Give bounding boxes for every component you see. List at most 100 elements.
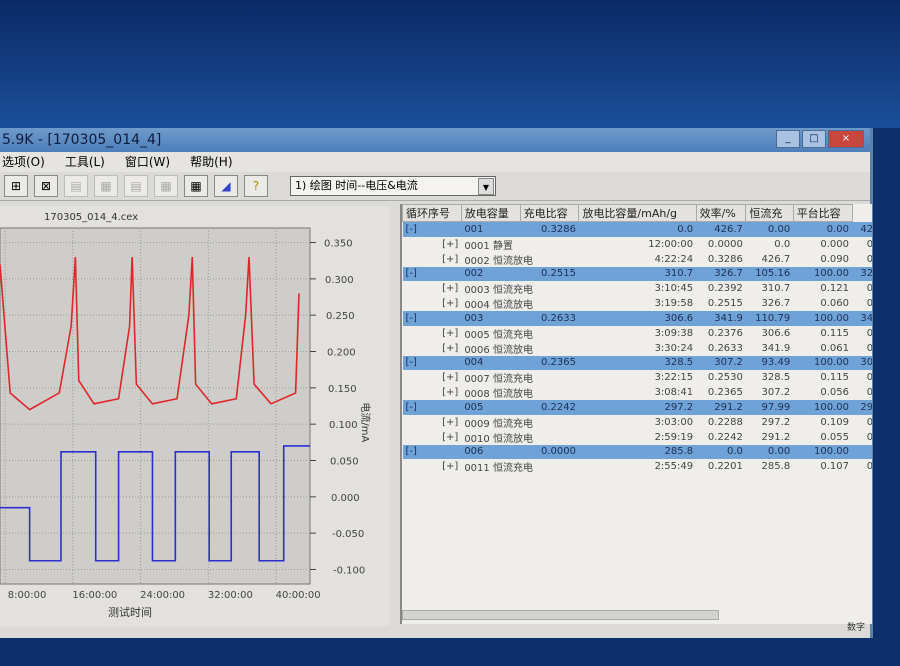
column-header[interactable]: 恒流充 [745,204,794,222]
x-tick-label: 40:00:00 [276,590,321,601]
zoom-fit-icon[interactable]: ⊠ [34,175,58,197]
column-header[interactable]: 效率/% [695,204,747,222]
step-row[interactable]: [+] 0007 恒流充电 3:22:15 0.2530 328.5 0.1150.06 [403,370,872,385]
expand-toggle[interactable]: [+] [442,387,459,398]
menu-window[interactable]: 窗口(W) [124,155,171,169]
zoom-in-icon[interactable]: ⊞ [4,175,28,197]
step-row[interactable]: [+] 0005 恒流充电 3:09:38 0.2376 306.6 0.1150.06 [403,326,872,341]
expand-toggle[interactable]: [+] [442,238,459,250]
expand-toggle[interactable]: [+] [442,342,459,354]
cell: 0.2242 [707,431,743,443]
voltage-series-line [0,257,300,411]
step-row[interactable]: [+] 0003 恒流充电 3:10:45 0.2392 310.7 0.1210.07 [403,281,872,296]
cell: 0.00 [745,221,794,237]
layout-4-icon[interactable]: ▦ [154,175,178,197]
minimize-button[interactable]: _ [776,130,800,148]
table-header-row: 循环序号 放电容量 充电比容 放电比容量/mAh/g 效率/% 恒流充 平台比容 [402,204,873,222]
menu-tools[interactable]: 工具(L) [64,155,105,169]
expand-toggle[interactable]: [+] [442,298,459,309]
expand-toggle[interactable]: [+] [442,283,459,294]
cell: 426.7 [761,253,791,265]
chart-icon[interactable]: ◢ [214,175,238,197]
cell: 306.6 [578,311,697,326]
step-row[interactable]: [+] 0002 恒流放电 4:22:24 0.3286 426.7 0.0900.09 [403,252,872,267]
menu-options[interactable]: 选项(O) [2,155,45,169]
column-header[interactable]: 放电容量 [460,204,521,222]
cell: 291.2 [696,400,746,415]
chart-panel: 170305_014_4.cex 8:00:00 16:00:00 24:00:00… [0,206,390,626]
collapse-toggle[interactable]: [-] [402,311,462,326]
layout-1-icon[interactable]: ▤ [64,175,88,197]
horizontal-scrollbar[interactable] [402,610,719,620]
column-header[interactable]: 放电比容量/mAh/g [578,204,697,222]
x-tick-label: 16:00:00 [72,590,117,601]
expand-toggle[interactable]: [+] [442,327,459,339]
cell: 285.8 [578,444,697,459]
step-row[interactable]: [+] 0006 恒流放电 3:30:24 0.2633 341.9 0.0610.05 [403,341,872,356]
window-title: 5.9K - [170305_014_4] [2,132,162,148]
cell: 0.09 [852,252,872,267]
step-name: 0006 恒流放电 [464,344,533,356]
step-name: 0004 恒流放电 [464,300,533,311]
status-bar: 数字 [846,623,865,633]
help-icon[interactable]: ? [244,175,268,197]
step-name: 0002 恒流放电 [464,255,533,267]
cell: 0.109 [820,416,849,428]
collapse-toggle[interactable]: [-] [402,221,462,237]
layout-2-icon[interactable]: ▦ [94,175,118,197]
expand-toggle[interactable]: [+] [442,461,459,472]
cell: 426.7 [852,221,872,237]
expand-toggle[interactable]: [+] [442,372,459,383]
expand-toggle[interactable]: [+] [442,431,459,443]
cell: 0.3286 [707,253,743,265]
step-row[interactable]: [+] 0009 恒流充电 3:03:00 0.2288 297.2 0.1090.06 [403,415,872,430]
cell: 0.2288 [707,416,743,428]
grid-icon[interactable]: ▦ [184,175,208,197]
expand-toggle[interactable]: [+] [442,416,459,428]
cell: 326.7 [696,266,746,281]
cell: 0.2365 [707,387,743,398]
plot-select-value: 1) 绘图 时间--电压&电流 [295,179,418,192]
column-header[interactable]: 循环序号 [402,204,462,222]
step-row[interactable]: [+] 0010 恒流放电 2:59:19 0.2242 291.2 0.0550.03 [403,430,872,445]
menu-bar: 选项(O) 工具(L) 窗口(W) 帮助(H) [0,152,870,172]
step-name: 0011 恒流充电 [464,463,533,474]
plot-select[interactable]: 1) 绘图 时间--电压&电流 ▼ [290,176,496,196]
cell: 0.061 [820,342,849,354]
step-row[interactable]: [+] 0004 恒流放电 3:19:58 0.2515 326.7 0.0600.04 [403,296,872,311]
collapse-toggle[interactable]: [-] [402,355,462,370]
cycle-table: 循环序号 放电容量 充电比容 放电比容量/mAh/g 效率/% 恒流充 平台比容 [-] 00… [402,204,872,474]
cell: 0.06 [852,326,872,341]
x-tick-label: 32:00:00 [208,590,253,601]
collapse-toggle[interactable]: [-] [402,444,462,459]
cell: 0.2515 [520,266,579,281]
collapse-toggle[interactable]: [-] [402,400,462,415]
y-tick-label: 0.000 [331,493,360,504]
cell: 3:22:15 [654,372,694,383]
cell: 100.00 [793,400,852,415]
maximize-button[interactable]: □ [802,130,826,148]
y-tick-label: 0.350 [324,239,353,250]
step-row[interactable]: [+] 0011 恒流充电 2:55:49 0.2201 285.8 0.1070.06 [403,459,872,474]
cell: 100.00 [793,444,852,459]
menu-help[interactable]: 帮助(H) [190,155,233,169]
collapse-toggle[interactable]: [-] [402,266,462,281]
step-name: 0010 恒流放电 [464,433,533,445]
chevron-down-icon[interactable]: ▼ [478,178,494,195]
step-row[interactable]: [+] 0008 恒流放电 3:08:41 0.2365 307.2 0.0560.03 [403,385,872,400]
cell: 100.00 [793,266,852,281]
close-button[interactable]: × [828,130,864,148]
step-row[interactable]: [+] 0001 静置 12:00:00 0.0000 0.0 0.0000.00 [403,237,872,252]
column-header[interactable]: 平台比容 [792,204,853,222]
layout-3-icon[interactable]: ▤ [124,175,148,197]
chart: 8:00:00 16:00:00 24:00:00 32:00:00 40:00:00 0… [0,227,372,619]
cell: 328.5 [761,372,791,383]
expand-toggle[interactable]: [+] [442,253,459,265]
column-header[interactable]: 充电比容 [519,204,580,222]
